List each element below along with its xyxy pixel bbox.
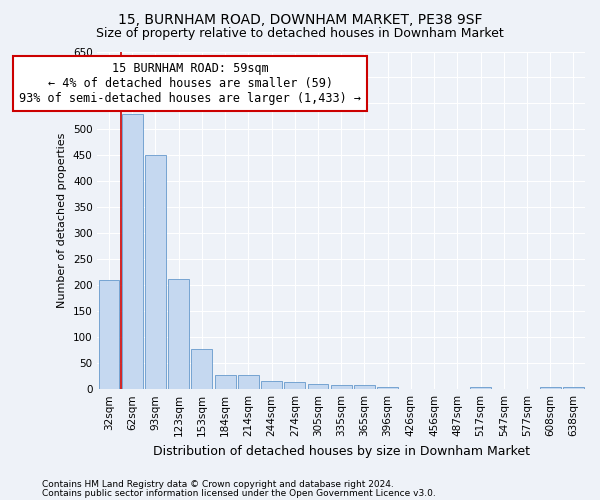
Bar — [377, 386, 398, 389]
Bar — [284, 382, 305, 389]
Bar — [261, 382, 282, 389]
Text: Contains public sector information licensed under the Open Government Licence v3: Contains public sector information licen… — [42, 488, 436, 498]
Text: 15 BURNHAM ROAD: 59sqm
← 4% of detached houses are smaller (59)
93% of semi-deta: 15 BURNHAM ROAD: 59sqm ← 4% of detached … — [19, 62, 361, 105]
Text: 15, BURNHAM ROAD, DOWNHAM MARKET, PE38 9SF: 15, BURNHAM ROAD, DOWNHAM MARKET, PE38 9… — [118, 12, 482, 26]
Y-axis label: Number of detached properties: Number of detached properties — [57, 132, 67, 308]
Bar — [331, 385, 352, 389]
Text: Contains HM Land Registry data © Crown copyright and database right 2024.: Contains HM Land Registry data © Crown c… — [42, 480, 394, 489]
Bar — [122, 114, 143, 389]
Bar — [168, 278, 189, 389]
Bar — [98, 280, 119, 389]
Bar — [540, 386, 560, 389]
Bar — [354, 385, 375, 389]
Bar — [191, 348, 212, 389]
Bar — [238, 375, 259, 389]
Bar — [308, 384, 328, 389]
Text: Size of property relative to detached houses in Downham Market: Size of property relative to detached ho… — [96, 28, 504, 40]
Bar — [563, 386, 584, 389]
Bar — [145, 156, 166, 389]
Bar — [215, 375, 236, 389]
Bar — [470, 386, 491, 389]
X-axis label: Distribution of detached houses by size in Downham Market: Distribution of detached houses by size … — [153, 444, 530, 458]
